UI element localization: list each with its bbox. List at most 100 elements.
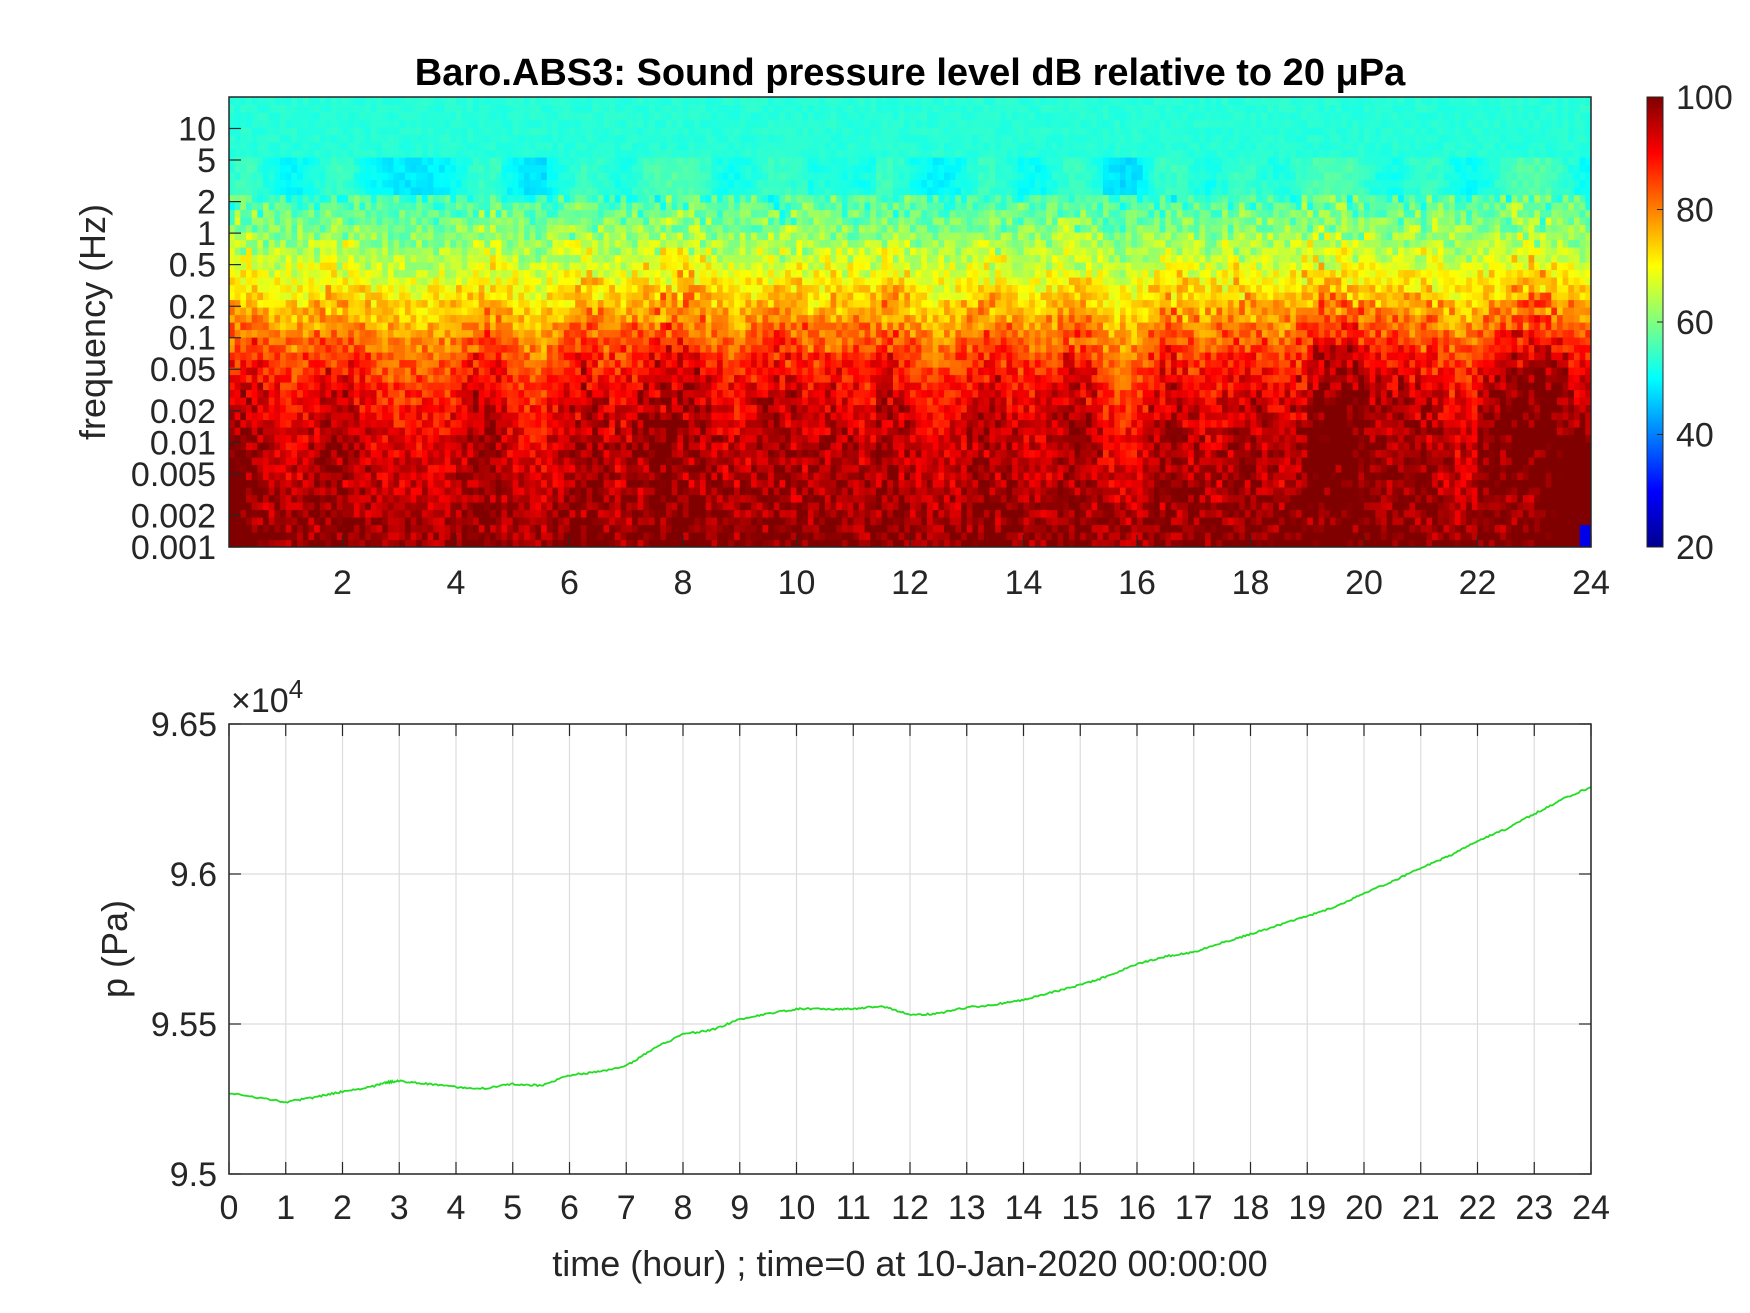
heatmap-cell — [529, 374, 537, 383]
heatmap-cell — [427, 449, 434, 458]
heatmap-cell — [603, 142, 610, 151]
heatmap-cell — [433, 397, 440, 406]
heatmap-cell — [637, 269, 644, 278]
heatmap-cell — [325, 382, 332, 391]
heatmap-cell — [575, 194, 582, 203]
heatmap-cell — [370, 239, 378, 248]
heatmap-cell — [535, 112, 542, 121]
heatmap-cell — [484, 164, 491, 173]
heatmap-cell — [291, 374, 298, 383]
heatmap-cell — [501, 172, 508, 181]
heatmap-cell — [609, 352, 616, 361]
heatmap-cell — [319, 224, 327, 233]
heatmap-cell — [643, 307, 650, 316]
heatmap-cell — [297, 247, 304, 256]
heatmap-cell — [586, 194, 593, 203]
heatmap-cell — [546, 247, 554, 256]
heatmap-cell — [410, 539, 417, 547]
heatmap-cell — [558, 157, 565, 166]
heatmap-cell — [404, 172, 412, 181]
heatmap-cell — [677, 419, 684, 428]
heatmap-cell — [297, 374, 304, 383]
heatmap-cell — [558, 322, 565, 331]
heatmap-cell — [359, 404, 366, 413]
heatmap-cell — [671, 367, 678, 376]
heatmap-cell — [342, 307, 349, 316]
heatmap-cell — [495, 299, 502, 308]
heatmap-cell — [603, 209, 610, 218]
heatmap-cell — [291, 479, 298, 488]
heatmap-cell — [643, 164, 650, 173]
heatmap-cell — [325, 202, 332, 211]
heatmap-cell — [490, 419, 497, 428]
heatmap-cell — [456, 539, 463, 547]
heatmap-cell — [438, 457, 446, 466]
heatmap-cell — [563, 104, 571, 113]
heatmap-cell — [558, 517, 565, 526]
heatmap-cell — [563, 134, 571, 143]
heatmap-cell — [325, 337, 332, 346]
heatmap-cell — [473, 112, 480, 121]
heatmap-cell — [302, 337, 310, 346]
heatmap-cell — [370, 434, 378, 443]
heatmap-cell — [518, 172, 525, 181]
heatmap-cell — [569, 509, 576, 518]
heatmap-cell — [501, 412, 508, 421]
heatmap-cell — [592, 449, 599, 458]
heatmap-cell — [302, 247, 310, 256]
heatmap-cell — [501, 262, 508, 271]
heatmap-cell — [631, 322, 639, 331]
heatmap-cell — [461, 434, 468, 443]
heatmap-cell — [280, 164, 287, 173]
heatmap-cell — [336, 359, 344, 368]
heatmap-cell — [580, 337, 588, 346]
heatmap-cell — [456, 179, 463, 188]
heatmap-cell — [285, 164, 293, 173]
heatmap-cell — [484, 149, 491, 158]
heatmap-cell — [387, 464, 395, 473]
heatmap-cell — [393, 472, 400, 481]
heatmap-cell — [336, 134, 344, 143]
heatmap-cell — [229, 322, 236, 331]
heatmap-cell — [268, 209, 275, 218]
heatmap-cell — [654, 337, 661, 346]
heatmap-cell — [575, 434, 582, 443]
heatmap-cell — [240, 479, 247, 488]
heatmap-cell — [456, 352, 463, 361]
heatmap-cell — [382, 464, 389, 473]
heatmap-cell — [285, 224, 293, 233]
heatmap-cell — [563, 292, 571, 301]
heatmap-cell — [365, 359, 372, 368]
heatmap-cell — [308, 457, 315, 466]
heatmap-cell — [342, 464, 349, 473]
heatmap-cell — [518, 539, 525, 547]
heatmap-cell — [438, 232, 446, 241]
heatmap-cell — [677, 224, 684, 233]
heatmap-cell — [308, 134, 315, 143]
heatmap-cell — [274, 367, 281, 376]
heatmap-cell — [529, 419, 537, 428]
heatmap-cell — [268, 187, 275, 196]
heatmap-cell — [438, 397, 446, 406]
heatmap-cell — [353, 389, 361, 398]
heatmap-cell — [501, 112, 508, 121]
heatmap-cell — [314, 277, 321, 286]
heatmap-cell — [285, 217, 293, 226]
heatmap-cell — [671, 344, 678, 353]
heatmap-cell — [416, 382, 423, 391]
heatmap-cell — [524, 217, 531, 226]
heatmap-cell — [495, 449, 502, 458]
heatmap-cell — [314, 307, 321, 316]
heatmap-cell — [603, 157, 610, 166]
heatmap-cell — [648, 284, 656, 293]
heatmap-cell — [688, 172, 695, 181]
heatmap-cell — [280, 262, 287, 271]
heatmap-cell — [456, 487, 463, 496]
heatmap-cell — [580, 412, 588, 421]
heatmap-cell — [654, 494, 661, 503]
heatmap-cell — [507, 419, 514, 428]
heatmap-cell — [643, 524, 650, 533]
heatmap-cell — [654, 517, 661, 526]
heatmap-cell — [654, 224, 661, 233]
heatmap-cell — [325, 104, 332, 113]
